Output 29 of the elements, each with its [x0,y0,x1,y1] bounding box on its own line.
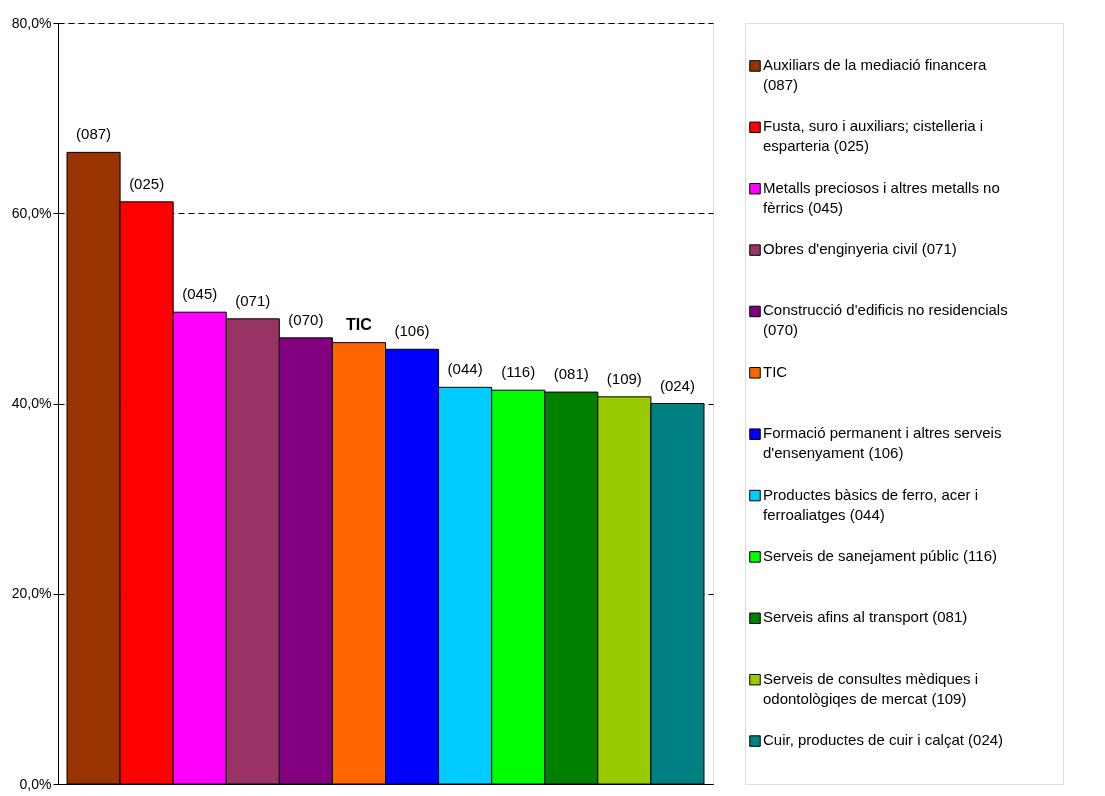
y-tick-label: 80,0% [11,14,52,31]
y-tick-label: 0,0% [19,775,52,792]
y-tick-label: 60,0% [11,204,52,221]
legend-label: Serveis de consultes mèdiques i odontològiqes de mercat (109) [763,669,979,707]
legend-label: Formació permanent i altres serveis d'ensenyament (106) [763,424,1002,462]
annotation: (116) [501,363,536,381]
legend-label: Fusta, suro i auxiliars; cistelleria i esparteria (025) [763,117,984,155]
annotation: (025) [129,174,165,192]
legend-label: Cuir, productes de cuir i calçat (024) [763,731,1004,749]
annotation: (109) [606,369,642,387]
annotation: (070) [288,310,324,328]
legend-label: Auxiliars de la mediació financera (087) [763,55,988,93]
legend-label: Serveis de sanejament públic (116) [763,546,998,564]
y-tick-label: 40,0% [11,395,52,411]
legend-label: Serveis afins al transport (081) [763,608,968,626]
annotation: (081) [553,365,589,383]
annotation: (087) [76,125,112,143]
legend-label: Productes bàsics de ferro, acer i ferroaliatges (044) [763,485,979,523]
annotation: (044) [447,360,483,378]
annotation: TIC [346,315,373,333]
legend-label: Construcció d'edificis no residencials (070) [763,301,1008,339]
legend-label: Metalls preciosos i altres metalls no fèrrics (045) [763,178,1000,216]
legend-label: Obres d'enginyeria civil (071) [763,240,957,258]
legend-label: TIC [763,362,788,380]
y-tick-label: 20,0% [11,585,52,602]
annotation: (071) [235,291,271,309]
annotation: (024) [659,376,695,394]
annotation: (106) [394,322,430,340]
annotation: (045) [182,285,218,303]
